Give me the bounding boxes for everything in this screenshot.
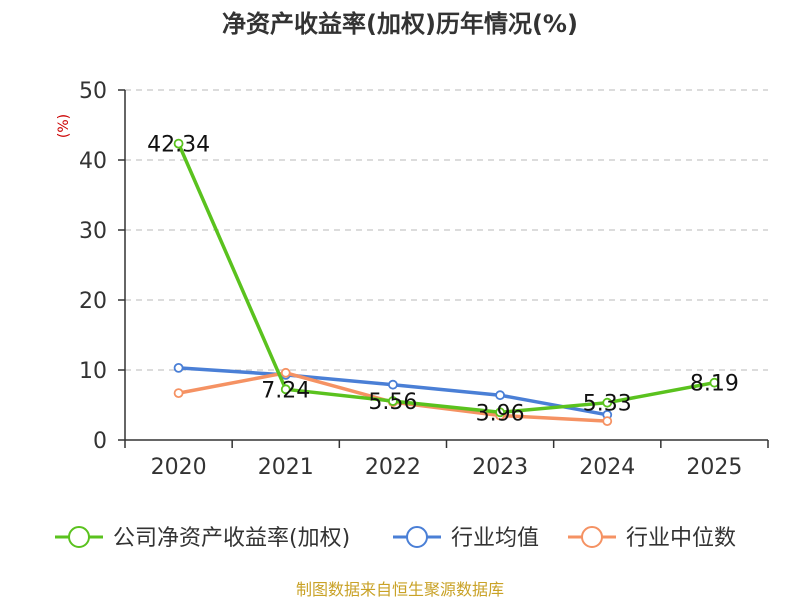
x-tick-label: 2021	[258, 455, 314, 480]
legend-marker	[68, 526, 90, 548]
data-label: 42.34	[147, 133, 210, 158]
x-tick-label: 2024	[579, 455, 635, 480]
data-point	[495, 390, 505, 401]
y-axis-unit: (%)	[56, 114, 72, 138]
data-label: 3.96	[476, 401, 525, 426]
x-tick-label: 2023	[472, 455, 528, 480]
legend-label: 行业中位数	[626, 526, 736, 551]
legend: 公司净资产收益率(加权) 行业均值 行业中位数	[55, 526, 736, 551]
legend-marker	[581, 526, 603, 548]
data-point	[173, 388, 184, 399]
data-point	[602, 416, 613, 427]
data-point	[709, 377, 720, 388]
chart-title: 净资产收益率(加权)历年情况(%)	[222, 10, 578, 38]
data-label: 5.56	[368, 390, 417, 415]
data-point	[280, 384, 291, 395]
series-line	[176, 142, 715, 415]
source-note: 制图数据来自恒生聚源数据库	[296, 580, 504, 599]
x-tick-label: 2022	[365, 455, 421, 480]
data-label: 8.19	[690, 372, 739, 397]
legend-marker	[406, 526, 428, 548]
data-point	[280, 367, 291, 378]
y-tick-label: 40	[79, 149, 107, 174]
axes: 0 10 20 30 40 50 2020 2021 2022 2023 2024 2025	[79, 79, 769, 480]
data-point	[495, 407, 505, 418]
data-label: 7.24	[261, 378, 310, 403]
legend-label: 公司净资产收益率(加权)	[113, 526, 350, 551]
y-tick-label: 0	[93, 429, 107, 454]
data-labels: 42.34 7.24 5.56 3.96 5.33 8.19	[147, 133, 739, 427]
y-tick-label: 10	[79, 359, 107, 384]
data-point	[173, 138, 184, 149]
y-tick-label: 20	[79, 289, 107, 314]
data-point	[388, 379, 398, 390]
x-tick-label: 2020	[151, 455, 207, 480]
data-label: 5.33	[583, 392, 632, 417]
y-tick-label: 30	[79, 219, 107, 244]
x-tick-label: 2025	[686, 455, 742, 480]
grid	[125, 89, 768, 371]
legend-label: 行业均值	[451, 526, 539, 551]
series	[173, 138, 720, 427]
y-tick-label: 50	[79, 79, 107, 104]
data-point	[602, 397, 613, 408]
data-point	[388, 396, 398, 406]
data-point	[173, 362, 184, 373]
